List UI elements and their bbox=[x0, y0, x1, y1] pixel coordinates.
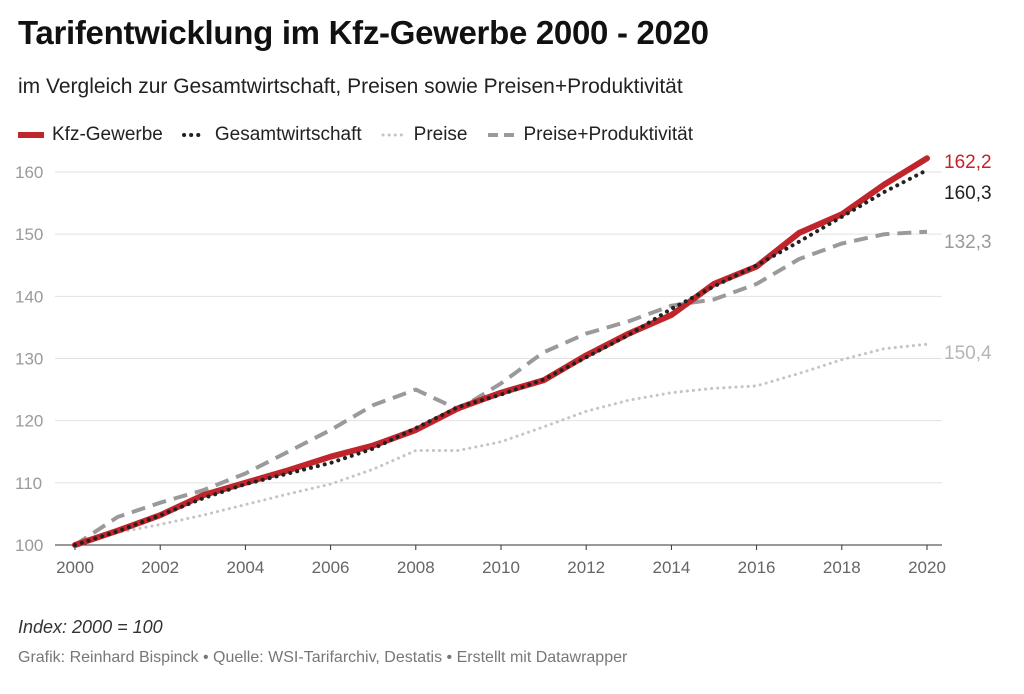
chart-subtitle: im Vergleich zur Gesamtwirtschaft, Preis… bbox=[18, 75, 683, 98]
legend-swatch-dotted-light-icon bbox=[381, 133, 406, 137]
index-note: Index: 2000 = 100 bbox=[18, 617, 163, 637]
end-label-kfz-gewerbe: 162,2 bbox=[944, 152, 992, 173]
legend-label: Kfz-Gewerbe bbox=[52, 124, 163, 145]
x-tick-label: 2014 bbox=[652, 558, 690, 577]
x-tick-label: 2020 bbox=[908, 558, 946, 577]
y-tick-label: 130 bbox=[15, 350, 43, 369]
legend-label: Preise bbox=[413, 124, 468, 145]
grid-layer bbox=[55, 171, 942, 550]
legend-label: Preise+Produktivität bbox=[523, 124, 694, 145]
legend: Kfz-Gewerbe Gesamtwirtschaft Preise Prei… bbox=[18, 124, 711, 146]
legend-item-gesamtwirtschaft: Gesamtwirtschaft bbox=[181, 124, 362, 146]
x-tick-label: 2002 bbox=[141, 558, 179, 577]
x-tick-label: 2004 bbox=[226, 558, 264, 577]
x-tick-label: 2010 bbox=[482, 558, 520, 577]
x-tick-label: 2008 bbox=[397, 558, 435, 577]
x-tick-label: 2018 bbox=[823, 558, 861, 577]
legend-item-kfz-gewerbe: Kfz-Gewerbe bbox=[18, 124, 163, 146]
series-line-preise bbox=[73, 342, 929, 547]
y-tick-label: 150 bbox=[15, 225, 43, 244]
y-tick-label: 160 bbox=[15, 163, 43, 182]
line-chart: 100 110 120 130 140 150 160 2000 2002 2004 2006 200… bbox=[15, 152, 992, 577]
x-tick-label: 2012 bbox=[567, 558, 605, 577]
series-line-preise-produktivitaet bbox=[73, 229, 928, 547]
y-tick-label: 110 bbox=[15, 474, 42, 493]
legend-item-preise-produktivitaet: Preise+Produktivität bbox=[486, 124, 694, 146]
legend-item-preise: Preise bbox=[380, 124, 468, 146]
legend-label: Gesamtwirtschaft bbox=[214, 124, 362, 145]
x-tick-label: 2000 bbox=[56, 558, 94, 577]
legend-swatch-solid-icon bbox=[18, 132, 44, 138]
y-tick-label: 100 bbox=[15, 536, 43, 555]
end-label-preise: 132,3 bbox=[944, 232, 992, 253]
y-tick-label: 140 bbox=[15, 287, 43, 306]
series-layer bbox=[72, 155, 930, 548]
x-tick-label: 2016 bbox=[738, 558, 776, 577]
chart-title: Tarifentwicklung im Kfz-Gewerbe 2000 - 2… bbox=[18, 14, 709, 51]
source-credit: Grafik: Reinhard Bispinck • Quelle: WSI-… bbox=[18, 649, 628, 666]
end-label-gesamtwirtschaft: 160,3 bbox=[944, 183, 992, 204]
label-layer: 100 110 120 130 140 150 160 2000 2002 2004 2006 200… bbox=[15, 152, 992, 577]
legend-swatch-dotted-icon bbox=[181, 133, 207, 137]
series-line-gesamtwirtschaft bbox=[73, 168, 929, 547]
end-label-preise-produktivitaet: 150,4 bbox=[944, 343, 992, 364]
y-tick-label: 120 bbox=[15, 412, 43, 431]
legend-swatch-dashed-icon bbox=[487, 133, 514, 137]
x-tick-label: 2006 bbox=[312, 558, 350, 577]
series-line-kfz-gewerbe bbox=[72, 155, 930, 548]
